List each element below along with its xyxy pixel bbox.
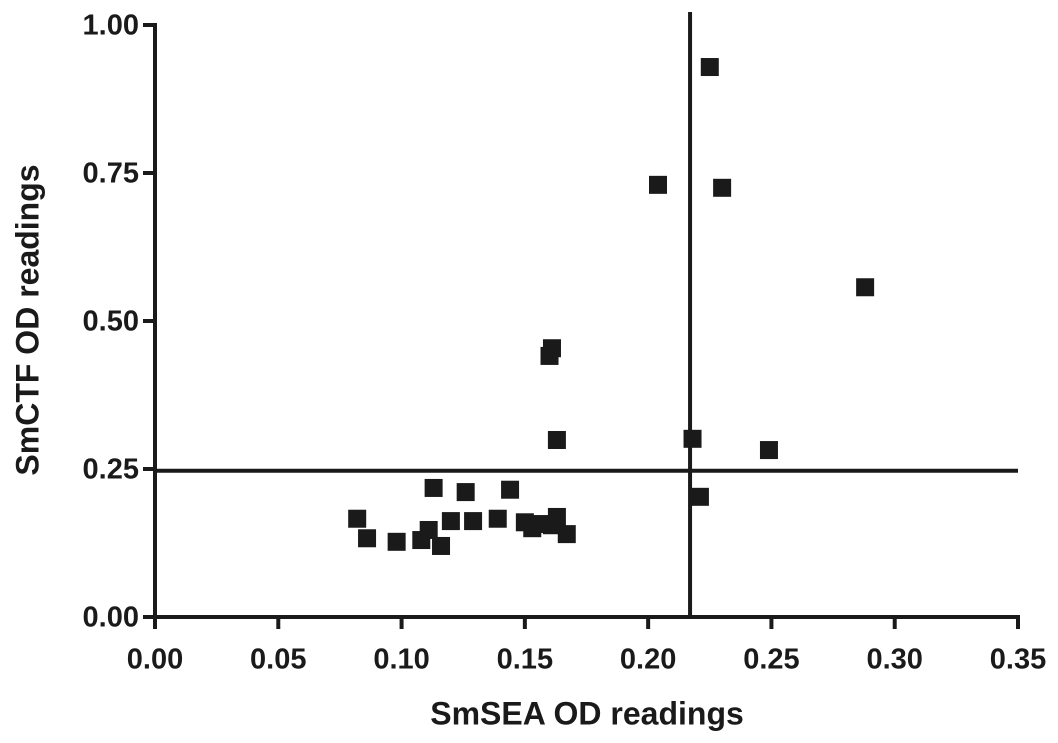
scatter-point (464, 512, 483, 531)
y-tick-label: 0.00 (83, 602, 139, 634)
scatter-point (856, 278, 875, 297)
scatter-point (456, 483, 475, 502)
scatter-point (419, 520, 438, 539)
scatter-point (358, 529, 377, 548)
scatter-point (759, 441, 778, 460)
x-tick-label: 0.30 (866, 644, 922, 676)
x-tick-label: 0.00 (127, 644, 183, 676)
x-tick-label: 0.15 (497, 644, 553, 676)
scatter-point (501, 480, 520, 499)
scatter-point (348, 509, 367, 528)
x-tick-label: 0.05 (250, 644, 306, 676)
scatter-point (387, 532, 406, 551)
x-tick-label: 0.10 (373, 644, 429, 676)
y-tick-label: 0.75 (83, 158, 139, 190)
scatter-point (690, 487, 709, 506)
scatter-point (649, 175, 668, 194)
y-axis-label: SmCTF OD readings (9, 164, 45, 475)
x-axis-label: SmSEA OD readings (430, 695, 744, 731)
x-tick-label: 0.35 (990, 644, 1046, 676)
x-tick-label: 0.20 (620, 644, 676, 676)
scatter-point (424, 478, 443, 497)
y-tick-label: 0.50 (83, 306, 139, 338)
scatter-point (713, 178, 732, 197)
y-tick-label: 1.00 (83, 10, 139, 42)
scatter-point (488, 509, 507, 528)
x-tick-label: 0.25 (743, 644, 799, 676)
scatter-point (441, 512, 460, 531)
scatter-point (557, 525, 576, 544)
scatter-point (432, 536, 451, 555)
scatter-point (542, 339, 561, 358)
scatter-point (547, 507, 566, 526)
scatter-point (547, 430, 566, 449)
y-tick-label: 0.25 (83, 454, 139, 486)
scatter-point (683, 429, 702, 448)
scatter-point (700, 58, 719, 77)
